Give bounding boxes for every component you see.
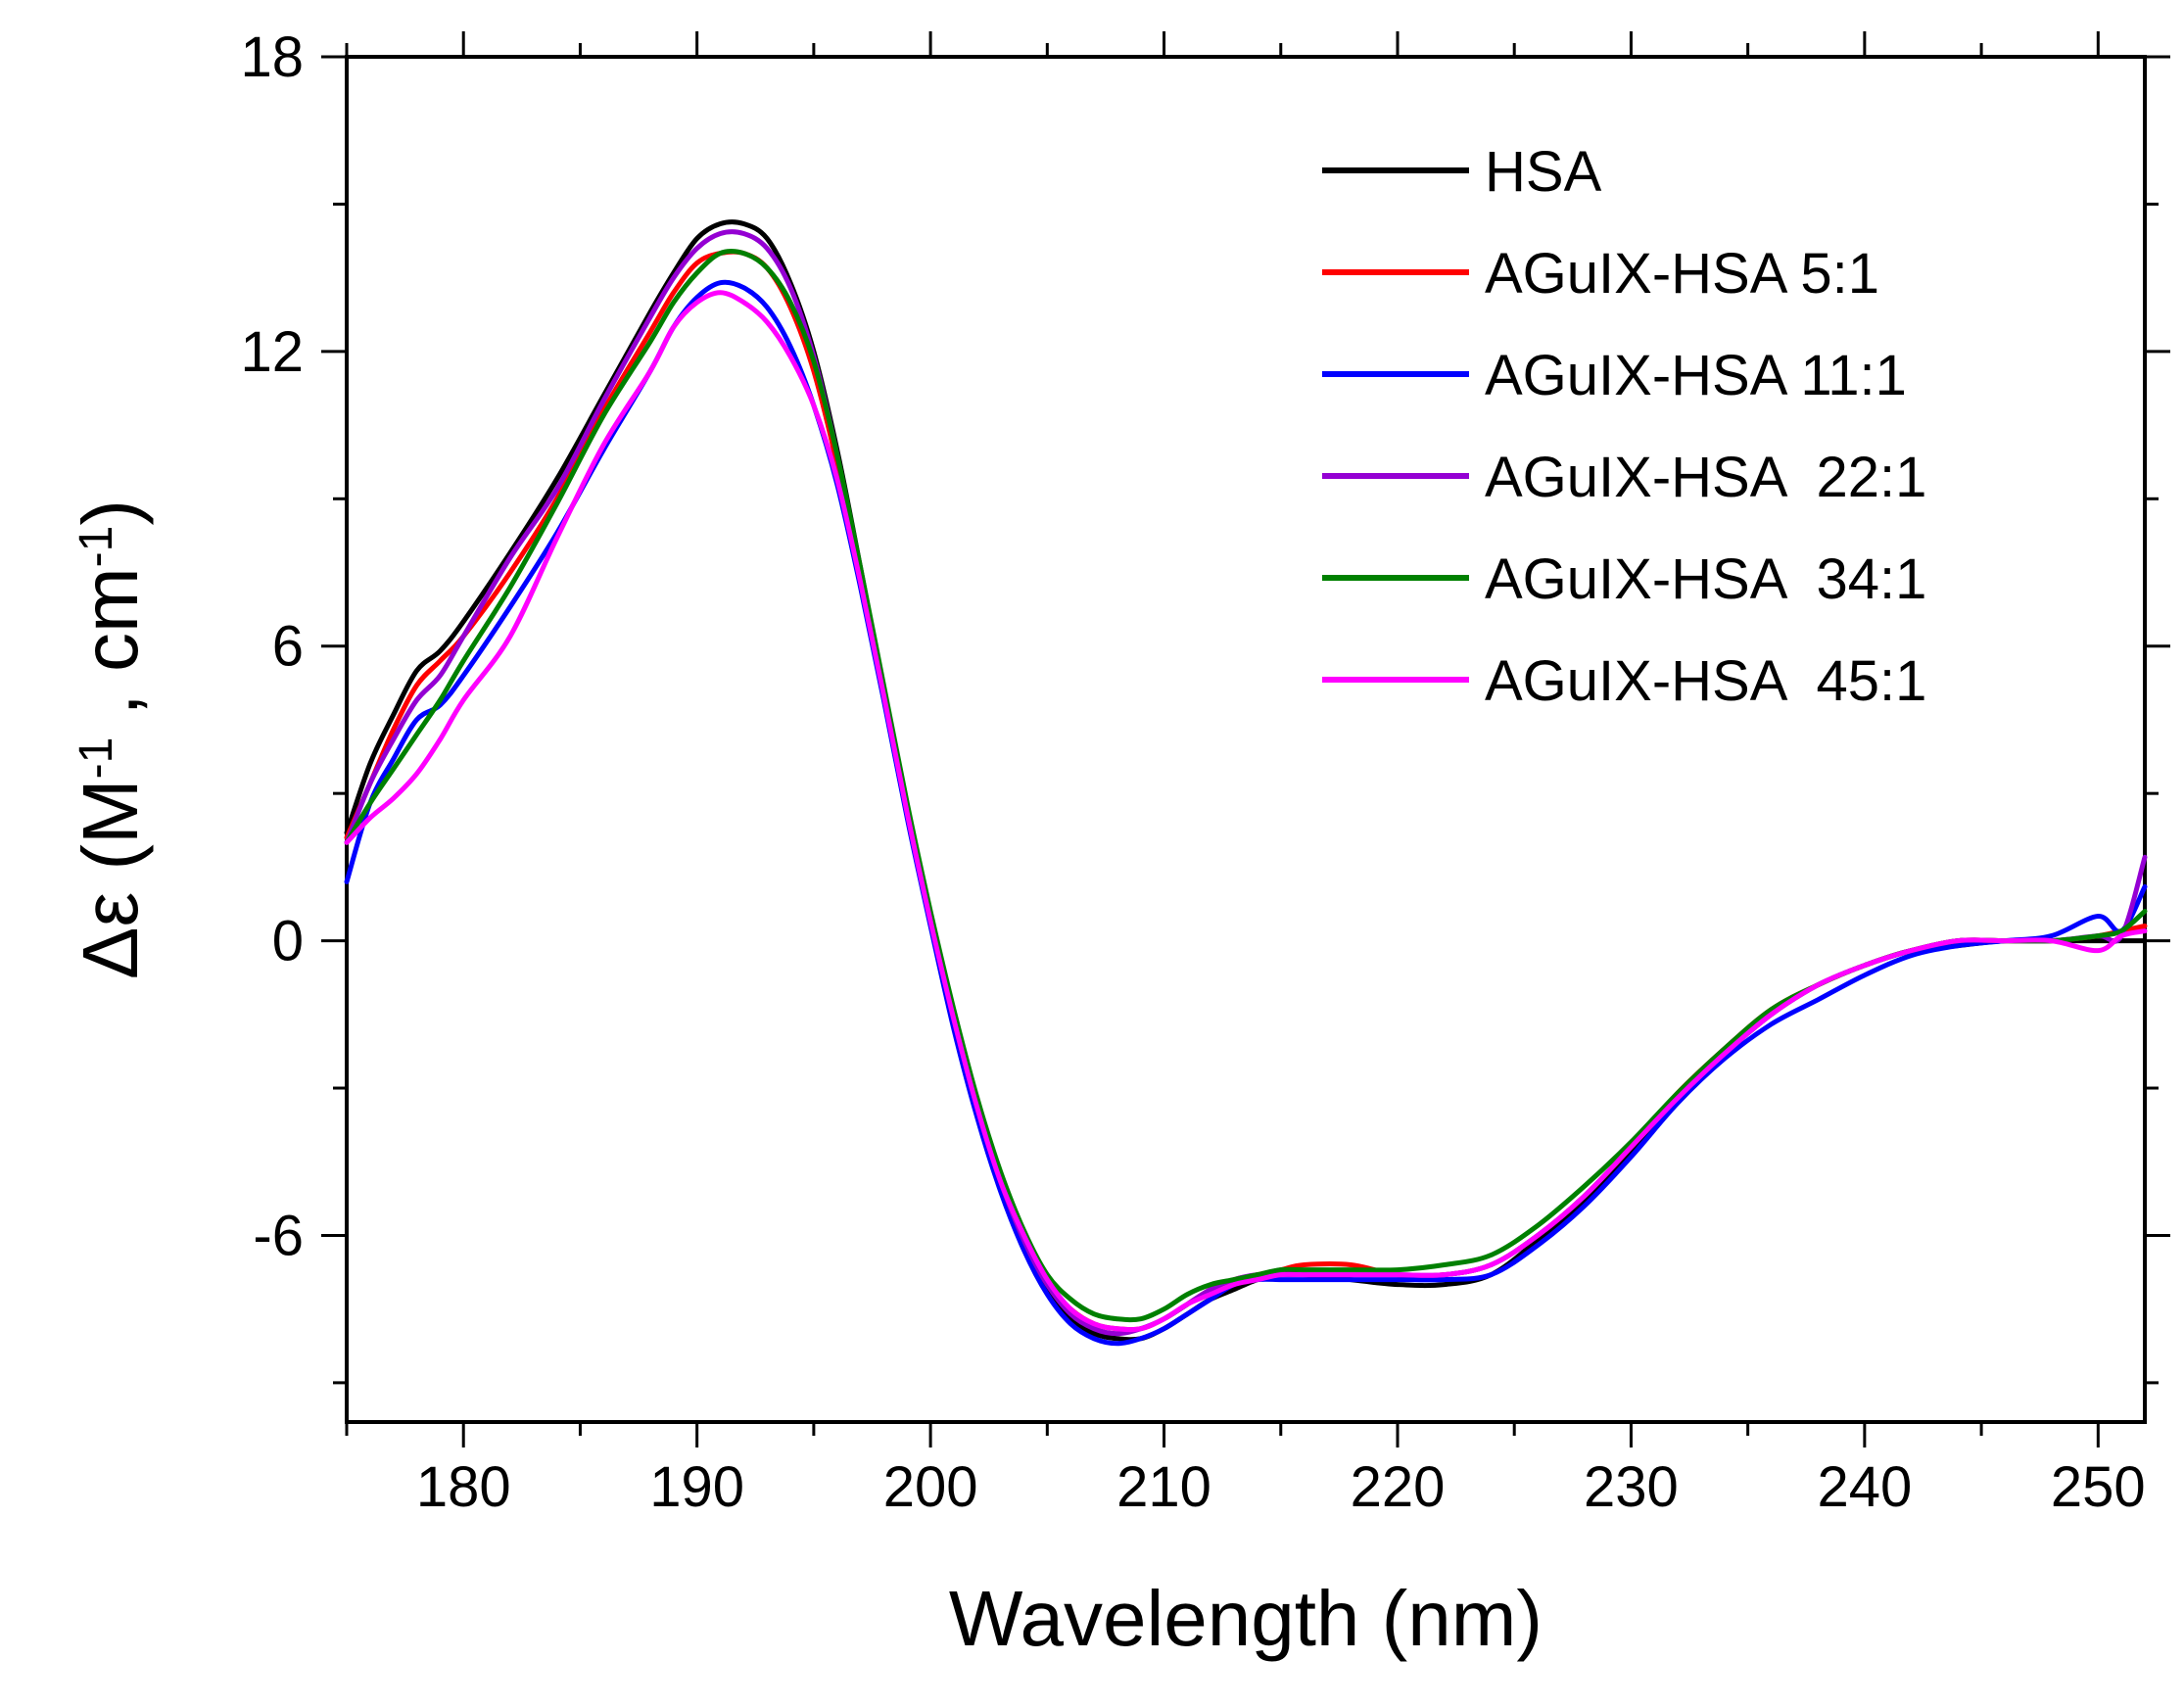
series-line-5 xyxy=(344,248,2148,1323)
legend-label-2: AGuIX-HSA 5:1 xyxy=(1485,242,1879,306)
x-tick-label: 210 xyxy=(1116,1455,1211,1519)
x-tick-label: 230 xyxy=(1584,1455,1679,1519)
x-tick-label: 180 xyxy=(416,1455,511,1519)
legend-label-4: AGuIX-HSA 22:1 xyxy=(1485,446,1926,509)
series-line-6 xyxy=(344,290,2148,1333)
y-tick-label: 12 xyxy=(240,320,304,384)
tick-labels: 180 190 200 210 220 230 240 250 -6 0 6 12 18 xyxy=(240,25,2145,1519)
legend-label-3: AGuIX-HSA 11:1 xyxy=(1485,344,1907,407)
y-tick-label: 0 xyxy=(272,910,304,973)
legend: HSA AGuIX-HSA 5:1 AGuIX-HSA 11:1 AGuIX-HSA … xyxy=(1322,140,1926,713)
y-tick-label: 18 xyxy=(240,25,304,89)
x-tick-label: 190 xyxy=(649,1455,744,1519)
y-axis-title: Δε (M-1 , cm-1) xyxy=(67,499,154,979)
x-axis-title: Wavelength (nm) xyxy=(949,1575,1543,1662)
x-tick-label: 250 xyxy=(2051,1455,2146,1519)
x-tick-label: 240 xyxy=(1817,1455,1912,1519)
legend-label-1: HSA xyxy=(1485,140,1602,204)
data-lines xyxy=(344,219,2148,1347)
x-tick-label: 200 xyxy=(883,1455,978,1519)
y-tick-label: 6 xyxy=(272,615,304,679)
plot-frame xyxy=(345,55,2147,1424)
y-tick-label: -6 xyxy=(253,1204,304,1267)
series-line-3 xyxy=(344,279,2148,1347)
legend-label-5: AGuIX-HSA 34:1 xyxy=(1485,547,1926,611)
series-line-2 xyxy=(344,249,2148,1333)
axis-ticks xyxy=(321,31,2170,1447)
legend-label-6: AGuIX-HSA 45:1 xyxy=(1485,649,1926,713)
x-tick-label: 220 xyxy=(1351,1455,1446,1519)
